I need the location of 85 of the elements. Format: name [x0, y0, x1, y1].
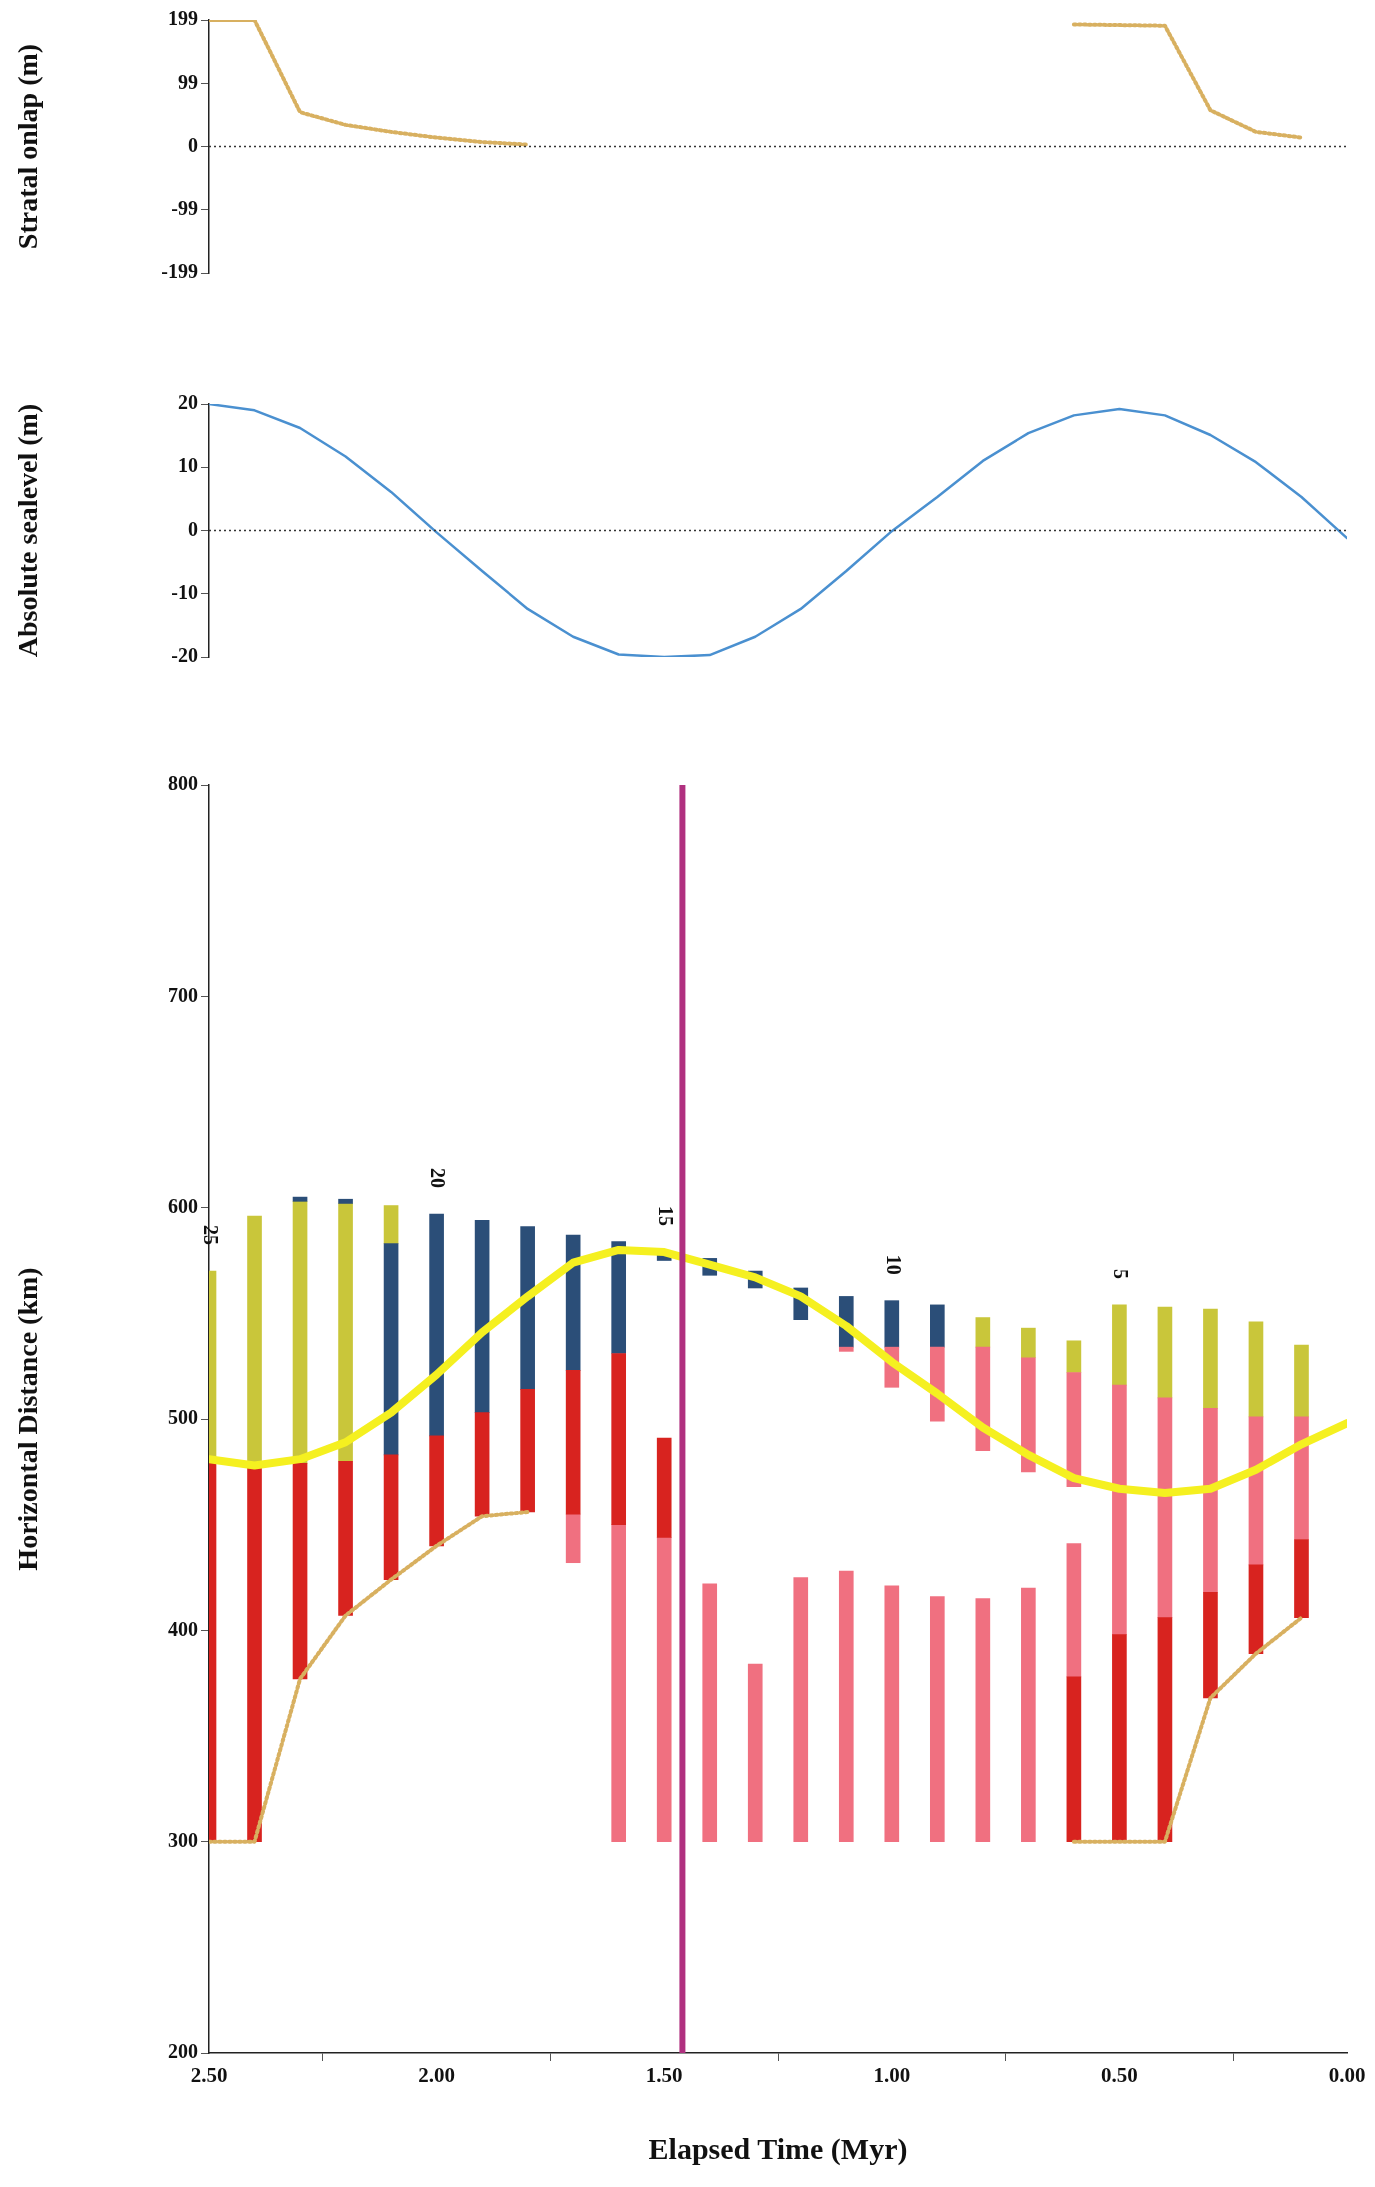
- bar: [383, 1454, 399, 1580]
- bar: [793, 1577, 809, 1842]
- bar: [429, 1435, 444, 1547]
- x-axis-title: Elapsed Time (Myr): [648, 2131, 908, 2166]
- bar: [929, 1596, 945, 1842]
- bar: [1157, 1617, 1173, 1842]
- bar: [838, 1570, 854, 1842]
- bar: [338, 1203, 353, 1462]
- bar: [975, 1598, 991, 1842]
- bar: [611, 1241, 627, 1354]
- y-tick-label: -199: [161, 260, 198, 283]
- bar: [1021, 1357, 1036, 1473]
- bar: [611, 1524, 627, 1842]
- bar: [520, 1389, 535, 1513]
- bar: [1248, 1564, 1264, 1654]
- bar: [1203, 1591, 1218, 1699]
- bar: [292, 1463, 308, 1680]
- bar: [1203, 1408, 1218, 1593]
- bar: [565, 1370, 581, 1515]
- y-tick-label: 200: [168, 2040, 198, 2063]
- y-tick-label: -10: [171, 580, 198, 603]
- annotation: 20: [427, 1168, 450, 1189]
- y-tick-label: 400: [168, 1617, 198, 1640]
- bar: [292, 1201, 308, 1464]
- y-tick-label: 99: [178, 70, 198, 93]
- x-tick-label: 1.50: [645, 2063, 683, 2088]
- y-tick-label: 10: [178, 454, 198, 477]
- bar: [429, 1213, 444, 1437]
- bar: [884, 1300, 900, 1348]
- y-tick-label: 0: [188, 517, 198, 540]
- bar: [520, 1226, 535, 1390]
- bar: [1248, 1321, 1264, 1418]
- bar: [1066, 1676, 1082, 1842]
- annotation: 10: [882, 1254, 905, 1275]
- bar: [1066, 1543, 1082, 1678]
- y-tick-label: 300: [168, 1828, 198, 1851]
- y-tick-label: 700: [168, 983, 198, 1006]
- bar: [338, 1198, 353, 1204]
- x-tick-label: 0.50: [1101, 2063, 1138, 2088]
- x-tick-label: 2.00: [418, 2063, 455, 2088]
- x-tick-label: 0.00: [1328, 2063, 1366, 2088]
- bar: [975, 1317, 991, 1348]
- bar: [292, 1196, 308, 1202]
- y-axis-title: Absolute sealevel (m): [12, 403, 44, 658]
- y-tick-label: 0: [188, 133, 198, 156]
- y-tick-label: 600: [168, 1194, 198, 1217]
- bar: [474, 1412, 490, 1517]
- bar: [611, 1353, 627, 1525]
- x-tick-label: 2.50: [190, 2063, 228, 2088]
- bar: [656, 1537, 672, 1842]
- bar: [1112, 1304, 1127, 1386]
- bar: [929, 1304, 945, 1348]
- bar: [838, 1346, 854, 1352]
- bar: [474, 1220, 490, 1413]
- bar: [1112, 1384, 1127, 1635]
- bar: [565, 1513, 581, 1564]
- y-axis-title: Horizontal Distance (km): [12, 1267, 44, 1571]
- y-tick-label: -20: [171, 644, 198, 667]
- bar: [1157, 1397, 1173, 1618]
- bar: [1066, 1340, 1082, 1373]
- y-tick-label: -99: [171, 196, 198, 219]
- bar: [884, 1585, 900, 1842]
- bar: [1203, 1308, 1218, 1409]
- bar: [747, 1663, 763, 1842]
- bar: [702, 1583, 718, 1842]
- x-tick-label: 1.00: [873, 2063, 911, 2088]
- y-tick-label: 500: [168, 1406, 198, 1429]
- bar: [383, 1205, 399, 1244]
- y-tick-label: 800: [168, 772, 198, 795]
- bar: [383, 1243, 399, 1456]
- bar: [1021, 1327, 1036, 1359]
- bar: [1294, 1416, 1309, 1540]
- bar: [1021, 1587, 1036, 1842]
- annotation: 15: [655, 1206, 678, 1227]
- y-tick-label: 199: [168, 7, 198, 30]
- bar: [656, 1437, 672, 1538]
- annotation: 5: [1110, 1268, 1133, 1279]
- bar: [1294, 1344, 1309, 1418]
- annotation: 25: [199, 1225, 222, 1246]
- bar: [1112, 1634, 1127, 1842]
- bar: [1157, 1306, 1173, 1399]
- bar: [338, 1460, 353, 1616]
- y-axis-title: Stratal onlap (m): [12, 43, 44, 250]
- bar: [1294, 1539, 1309, 1618]
- y-tick-label: 20: [178, 391, 198, 414]
